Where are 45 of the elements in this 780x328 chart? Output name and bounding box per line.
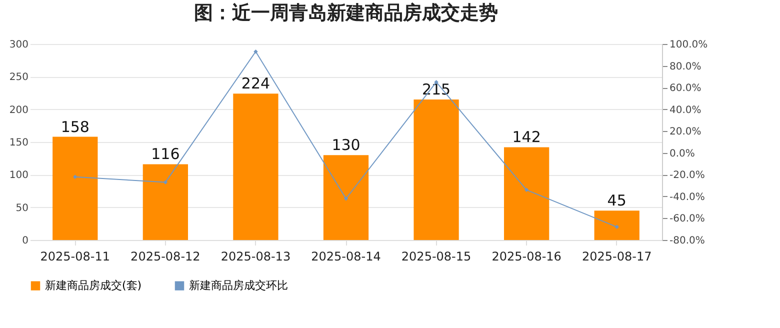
- data-label: 224: [241, 74, 270, 93]
- y2-tick-label: 20.0%: [670, 126, 702, 138]
- x-tick-label: 2025-08-13: [220, 250, 291, 264]
- bar: [52, 136, 98, 240]
- legend-label: 新建商品房成交环比: [189, 278, 288, 292]
- point: [524, 188, 529, 192]
- x-tick-label: 2025-08-17: [582, 250, 652, 264]
- y2-tick-label: -20.0%: [670, 170, 705, 182]
- y2-tick-label: -80.0%: [670, 236, 705, 246]
- chart-title: 图：近一周青岛新建商品房成交走势: [194, 2, 498, 24]
- y2-tick-label: -40.0%: [670, 192, 705, 203]
- x-tick-label: 2025-08-15: [401, 250, 472, 264]
- bar: [233, 94, 278, 240]
- y2-tick-label: 40.0%: [670, 104, 702, 116]
- bar: [414, 100, 459, 240]
- y-tick-label: 250: [9, 72, 28, 84]
- y2-tick-label: 100.0%: [670, 40, 708, 50]
- data-label: 116: [151, 145, 180, 164]
- bar: [323, 155, 369, 240]
- point: [73, 174, 78, 179]
- x-tick-label: 2025-08-16: [492, 250, 562, 264]
- y-tick-label: 100: [9, 170, 28, 182]
- y2-tick-label: 60.0%: [670, 83, 702, 94]
- y-tick-label: 0: [22, 236, 28, 246]
- y-tick-label: 50: [16, 202, 28, 214]
- data-label: 158: [60, 118, 90, 136]
- y2-tick-label: 80.0%: [670, 61, 702, 72]
- point: [254, 50, 258, 54]
- data-label: 142: [512, 128, 541, 146]
- data-label: 130: [332, 136, 360, 154]
- y-tick-label: 200: [9, 104, 28, 116]
- legend-label: 新建商品房成交(套): [45, 278, 142, 292]
- x-tick-label: 2025-08-12: [130, 250, 200, 264]
- data-label: 45: [607, 192, 626, 210]
- y-tick-label: 300: [9, 40, 28, 50]
- point: [344, 196, 348, 201]
- point: [614, 224, 619, 230]
- bar: [142, 164, 188, 240]
- y-tick-label: 150: [9, 138, 28, 148]
- y2-tick-label: 0.0%: [670, 148, 695, 160]
- y2-tick-label: -60.0%: [670, 214, 705, 225]
- x-tick-label: 2025-08-11: [40, 250, 110, 264]
- bar: [504, 147, 550, 240]
- bar: [594, 210, 640, 240]
- x-tick-label: 2025-08-14: [311, 250, 381, 264]
